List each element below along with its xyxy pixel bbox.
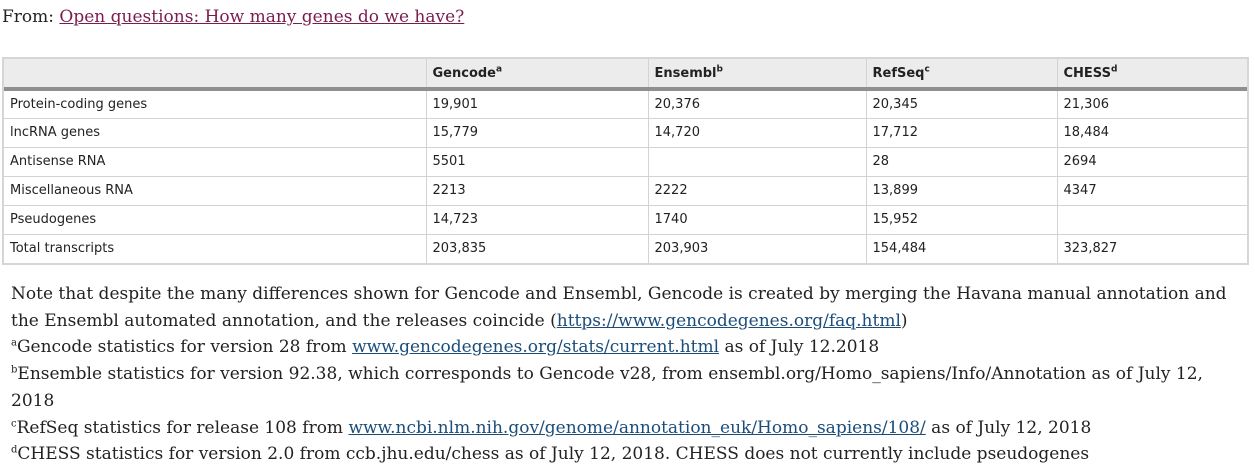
- gene-count-table: Gencodea Ensemblb RefSeqc CHESSd Protein…: [4, 59, 1247, 263]
- cell-chess: 21,306: [1057, 89, 1247, 119]
- refseq-annotation-link[interactable]: www.ncbi.nlm.nih.gov/genome/annotation_e…: [348, 417, 926, 438]
- footnote-a: aGencode statistics for version 28 from …: [11, 337, 880, 358]
- cell-ensembl: 2222: [648, 176, 867, 206]
- cell-chess: [1057, 205, 1247, 235]
- footnote-mark: d: [1110, 64, 1118, 75]
- row-label: Protein-coding genes: [4, 89, 427, 119]
- cell-refseq: 13,899: [866, 176, 1058, 206]
- footnote-mark: b: [716, 64, 723, 75]
- cell-refseq: 17,712: [866, 118, 1058, 148]
- header-ensembl: Ensemblb: [648, 59, 867, 91]
- cell-gencode: 203,835: [426, 234, 649, 263]
- cell-chess: 18,484: [1057, 118, 1247, 148]
- row-label: lncRNA genes: [4, 118, 427, 148]
- source-prefix: From:: [2, 7, 55, 27]
- table-row: Antisense RNA 5501 28 2694: [4, 147, 1247, 177]
- header-gencode: Gencodea: [426, 59, 649, 91]
- footnote-mark: a: [496, 64, 503, 75]
- cell-ensembl: 20,376: [648, 89, 867, 119]
- table-row: lncRNA genes 15,779 14,720 17,712 18,484: [4, 118, 1247, 148]
- row-label: Antisense RNA: [4, 147, 427, 177]
- cell-gencode: 2213: [426, 176, 649, 206]
- table-row: Miscellaneous RNA 2213 2222 13,899 4347: [4, 176, 1247, 206]
- row-label: Miscellaneous RNA: [4, 176, 427, 206]
- source-article-link[interactable]: Open questions: How many genes do we hav…: [59, 7, 465, 27]
- cell-ensembl: 203,903: [648, 234, 867, 263]
- cell-chess: 323,827: [1063, 241, 1118, 257]
- cell-ensembl: 1740: [648, 205, 867, 235]
- row-label: Total transcripts: [4, 234, 427, 263]
- row-label: Pseudogenes: [4, 205, 427, 235]
- gene-count-table-container: Gencodea Ensemblb RefSeqc CHESSd Protein…: [2, 57, 1249, 265]
- cell-refseq: 28: [866, 147, 1058, 177]
- cell-gencode: 19,901: [426, 89, 649, 119]
- footnote-b: bEnsemble statistics for version 92.38, …: [11, 364, 1203, 411]
- table-row: Pseudogenes 14,723 1740 15,952: [4, 205, 1247, 235]
- cell-gencode: 5501: [426, 147, 649, 177]
- cell-refseq: 154,484: [866, 234, 1058, 263]
- footnote-mark: a: [11, 337, 17, 349]
- footnote-mark: c: [11, 417, 17, 429]
- source-line: From: Open questions: How many genes do …: [2, 6, 464, 28]
- header-empty: [4, 59, 427, 91]
- footnote-d: dCHESS statistics for version 2.0 from c…: [11, 444, 1090, 465]
- cell-ensembl: 14,720: [648, 118, 867, 148]
- table-header-row: Gencodea Ensemblb RefSeqc CHESSd: [4, 59, 1247, 91]
- cell-refseq: 15,952: [866, 205, 1058, 235]
- footnote-c: cRefSeq statistics for release 108 from …: [11, 417, 1092, 438]
- cell-gencode: 15,779: [426, 118, 649, 148]
- table-row: Total transcripts 203,835 203,903 154,48…: [4, 234, 1247, 263]
- cell-ensembl: [648, 147, 867, 177]
- cell-chess: 2694: [1057, 147, 1247, 177]
- header-chess: CHESSd: [1057, 59, 1247, 91]
- footnote-mark: c: [924, 64, 930, 75]
- table-row: Protein-coding genes 19,901 20,376 20,34…: [4, 89, 1247, 119]
- table-notes: Note that despite the many differences s…: [11, 281, 1247, 468]
- cell-chess: 4347: [1057, 176, 1247, 206]
- cell-refseq: 20,345: [866, 89, 1058, 119]
- cell-gencode: 14,723: [426, 205, 649, 235]
- header-refseq: RefSeqc: [866, 59, 1058, 91]
- table-note-main: Note that despite the many differences s…: [11, 284, 1227, 331]
- gencode-stats-link[interactable]: www.gencodegenes.org/stats/current.html: [352, 337, 720, 358]
- footnote-mark: b: [11, 364, 18, 376]
- gencode-faq-link[interactable]: https://www.gencodegenes.org/faq.html: [556, 310, 901, 331]
